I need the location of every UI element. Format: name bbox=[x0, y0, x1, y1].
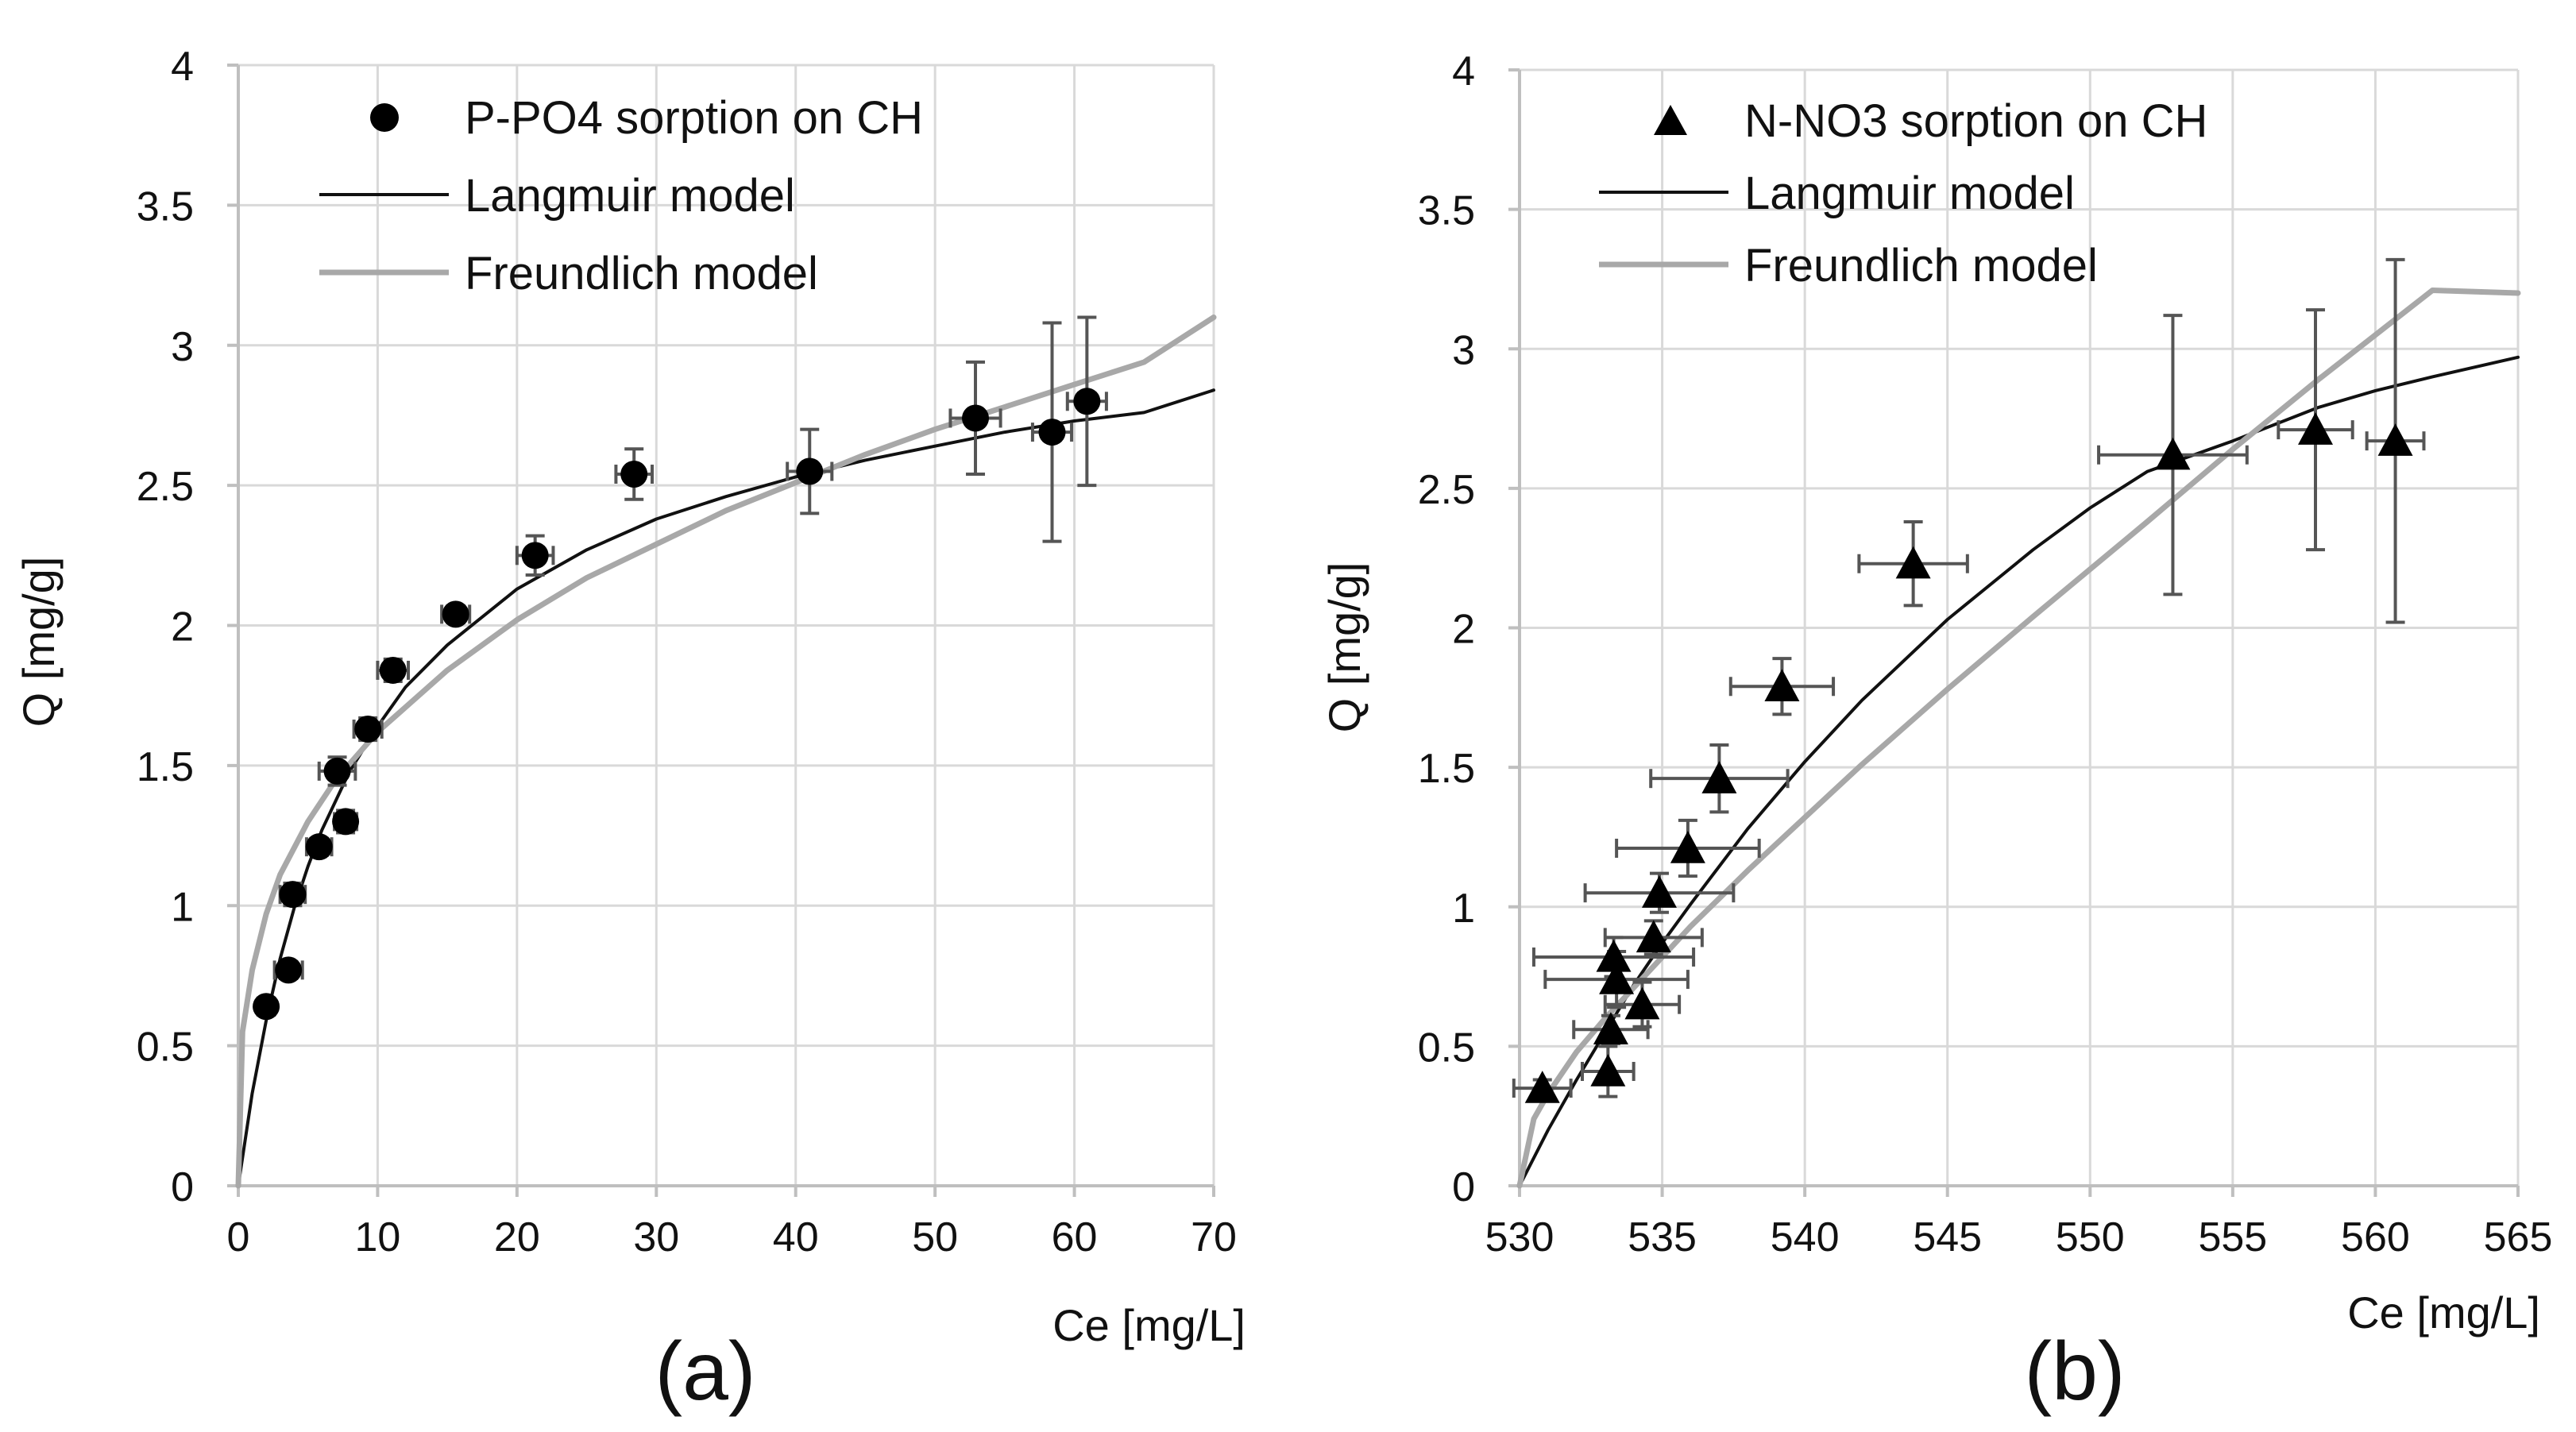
data-point bbox=[1764, 669, 1800, 701]
grid-a bbox=[238, 64, 1215, 1186]
y-tick-label: 1 bbox=[171, 884, 194, 930]
x-tick-label: 540 bbox=[1771, 1214, 1840, 1260]
data-point bbox=[275, 956, 303, 984]
legend-label-langmuir-b: Langmuir model bbox=[1744, 168, 2075, 219]
y-tick-label: 1.5 bbox=[1418, 746, 1475, 792]
data-point bbox=[1073, 388, 1101, 415]
y-tick-label: 3 bbox=[1452, 327, 1475, 373]
x-tick-label: 70 bbox=[1191, 1214, 1237, 1260]
legend-marker-circle-icon bbox=[370, 103, 399, 132]
x-tick-labels-a: 0 10 20 30 40 50 60 70 bbox=[227, 1214, 1237, 1260]
data-point bbox=[1636, 920, 1671, 953]
data-point bbox=[354, 716, 382, 743]
data-point bbox=[253, 993, 280, 1021]
data-point bbox=[2155, 437, 2191, 470]
y-tick-labels-a: 0 0.5 1 1.5 2 2.5 3 3.5 4 bbox=[137, 44, 194, 1210]
data-point bbox=[305, 833, 333, 861]
data-point bbox=[521, 542, 549, 569]
freundlich-model-line bbox=[235, 315, 1217, 1189]
y-tick-labels-b: 0 0.5 1 1.5 2 2.5 3 3.5 4 bbox=[1418, 48, 1475, 1210]
data-point bbox=[442, 600, 469, 628]
x-tick-label: 10 bbox=[355, 1214, 401, 1260]
y-tick-label: 0.5 bbox=[1418, 1025, 1475, 1071]
data-point bbox=[332, 808, 360, 836]
axes-b bbox=[1508, 68, 2520, 1197]
y-tick-label: 1 bbox=[1452, 886, 1475, 932]
x-axis-label-b: Ce [mg/L] bbox=[2347, 1287, 2540, 1337]
x-tick-label: 530 bbox=[1485, 1214, 1554, 1260]
data-point bbox=[1641, 875, 1677, 908]
data-point bbox=[1593, 1012, 1628, 1044]
x-tick-label: 60 bbox=[1052, 1214, 1098, 1260]
legend-label-freundlich-a: Freundlich model bbox=[465, 248, 818, 299]
x-tick-label: 565 bbox=[2484, 1214, 2553, 1260]
data-points-b bbox=[1524, 412, 2413, 1103]
y-tick-label: 0.5 bbox=[137, 1025, 194, 1071]
x-tick-label: 555 bbox=[2198, 1214, 2267, 1260]
model-lines-a bbox=[235, 315, 1217, 1189]
model-lines-b bbox=[1516, 288, 2521, 1189]
y-tick-label: 2 bbox=[1452, 607, 1475, 653]
y-tick-label: 3 bbox=[171, 324, 194, 370]
x-tick-label: 30 bbox=[633, 1214, 679, 1260]
data-point bbox=[1701, 761, 1737, 793]
y-tick-label: 2 bbox=[171, 604, 194, 650]
x-tick-label: 0 bbox=[227, 1214, 250, 1260]
data-point bbox=[1596, 939, 1632, 972]
x-tick-label: 550 bbox=[2056, 1214, 2125, 1260]
x-tick-label: 20 bbox=[494, 1214, 540, 1260]
legend-label-points-b: N-NO3 sorption on CH bbox=[1744, 95, 2207, 147]
data-point bbox=[279, 881, 307, 909]
panel-label-b: (b) bbox=[2024, 1326, 2125, 1418]
data-point bbox=[620, 461, 648, 488]
x-tick-label: 535 bbox=[1628, 1214, 1697, 1260]
data-point bbox=[1670, 830, 1705, 863]
panel-label-a: (a) bbox=[655, 1326, 755, 1418]
y-tick-label: 3.5 bbox=[1418, 188, 1475, 234]
legend-b: N-NO3 sorption on CH Langmuir model Freu… bbox=[1599, 95, 2207, 291]
data-point bbox=[1624, 986, 1660, 1020]
langmuir-model-line bbox=[1518, 355, 2520, 1187]
y-axis-label-b: Q [mg/g] bbox=[1319, 562, 1369, 733]
data-point bbox=[323, 757, 351, 785]
data-point bbox=[379, 656, 407, 684]
y-axis-label-a: Q [mg/g] bbox=[14, 557, 64, 728]
y-tick-label: 0 bbox=[171, 1164, 194, 1210]
legend-label-points-a: P-PO4 sorption on CH bbox=[465, 92, 923, 144]
axes-a bbox=[227, 64, 1215, 1197]
y-tick-label: 2.5 bbox=[137, 464, 194, 510]
x-tick-label: 560 bbox=[2341, 1214, 2410, 1260]
y-tick-label: 2.5 bbox=[1418, 467, 1475, 513]
data-point bbox=[1038, 419, 1066, 446]
chart-panel-b: 530 535 540 545 550 555 560 565 0 0.5 1 1.5 2 2.5 3 3.… bbox=[1319, 48, 2552, 1418]
data-point bbox=[1895, 546, 1931, 579]
x-tick-label: 545 bbox=[1913, 1214, 1982, 1260]
chart-panel-a: 0 10 20 30 40 50 60 70 0 0.5 1 1.5 2 2.5 3 3.5 4 P-PO4 … bbox=[14, 44, 1246, 1418]
data-point bbox=[796, 457, 824, 485]
legend-label-langmuir-a: Langmuir model bbox=[465, 170, 795, 222]
x-tick-labels-b: 530 535 540 545 550 555 560 565 bbox=[1485, 1214, 2553, 1260]
x-tick-label: 40 bbox=[773, 1214, 819, 1260]
y-tick-label: 1.5 bbox=[137, 744, 194, 790]
freundlich-model-line bbox=[1516, 288, 2521, 1189]
y-tick-label: 4 bbox=[171, 44, 194, 90]
grid-b bbox=[1520, 68, 2520, 1186]
y-tick-label: 0 bbox=[1452, 1164, 1475, 1210]
data-points-a bbox=[253, 388, 1101, 1021]
legend-label-freundlich-b: Freundlich model bbox=[1744, 240, 2098, 291]
data-point bbox=[1524, 1071, 1560, 1103]
x-tick-label: 50 bbox=[912, 1214, 958, 1260]
data-point bbox=[1599, 962, 1635, 994]
x-axis-label-a: Ce [mg/L] bbox=[1052, 1300, 1246, 1350]
y-tick-label: 3.5 bbox=[137, 183, 194, 230]
data-point bbox=[2298, 412, 2334, 445]
data-point bbox=[962, 404, 990, 432]
langmuir-model-line bbox=[237, 388, 1215, 1187]
legend-a: P-PO4 sorption on CH Langmuir model Freu… bbox=[319, 92, 923, 299]
legend-marker-triangle-icon bbox=[1654, 105, 1687, 135]
y-tick-label: 4 bbox=[1452, 48, 1475, 95]
data-point bbox=[1590, 1053, 1626, 1087]
data-point bbox=[2377, 423, 2413, 456]
